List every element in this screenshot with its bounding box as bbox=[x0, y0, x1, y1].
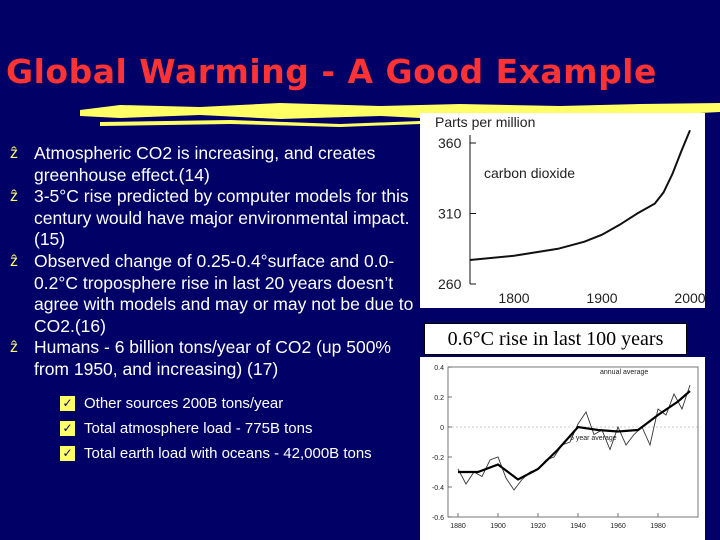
co2-chart-panel: Parts per million carbon dioxide 360 310 2… bbox=[420, 113, 705, 308]
yellow-brush-stroke bbox=[80, 103, 720, 127]
co2-y-tick-label: 260 bbox=[438, 276, 462, 292]
z-bullet-icon: ẑ bbox=[10, 145, 18, 162]
temperature-x-tick-label: 1980 bbox=[650, 523, 666, 530]
co2-chart-title: Parts per million bbox=[435, 114, 535, 130]
bullet-item: ẑ Atmospheric CO2 is increasing, and crea… bbox=[8, 143, 428, 186]
bullet-item: ẑ 3-5°C rise predicted by computer models… bbox=[8, 186, 428, 251]
temperature-x-tick-label: 1880 bbox=[450, 523, 466, 530]
temperature-y-tick-label: -0.4 bbox=[432, 485, 444, 492]
co2-y-tick-label: 310 bbox=[438, 206, 462, 222]
temperature-y-tick-label: -0.6 bbox=[432, 515, 444, 522]
sub-bullet-item: ✓ Total atmosphere load - 775B tons bbox=[34, 416, 428, 441]
checkmark-icon: ✓ bbox=[60, 445, 75, 461]
temperature-y-tick-label: 0.2 bbox=[434, 395, 444, 402]
z-bullet-icon: ẑ bbox=[10, 252, 18, 270]
sub-bullet-text: Other sources 200B tons/year bbox=[84, 394, 284, 412]
temperature-chart-panel: 0.4 0.2 0 -0.2 -0.4 -0.6 1880 1900 1920 1940 1960 1… bbox=[420, 357, 705, 540]
slide-title: Global Warming - A Good Example bbox=[6, 52, 657, 91]
co2-chart: Parts per million carbon dioxide 360 310 2… bbox=[435, 114, 705, 306]
bullet-list: ẑ Atmospheric CO2 is increasing, and crea… bbox=[8, 143, 428, 466]
temperature-y-tick-label: 0 bbox=[440, 425, 444, 432]
sub-bullet-list: ✓ Other sources 200B tons/year ✓ Total atm… bbox=[34, 391, 428, 466]
checkmark-icon: ✓ bbox=[60, 420, 75, 436]
sub-bullet-text: Total earth load with oceans - 42,000B t… bbox=[84, 444, 372, 462]
temperature-x-tick-label: 1920 bbox=[530, 523, 546, 530]
z-bullet-icon: ẑ bbox=[10, 188, 18, 206]
five-year-average-line bbox=[458, 390, 691, 481]
co2-x-tick-label: 2000 bbox=[674, 290, 705, 306]
temperature-y-tick-label: -0.2 bbox=[432, 455, 444, 462]
sub-bullet-text: Total atmosphere load - 775B tons bbox=[84, 419, 313, 437]
co2-y-tick-label: 360 bbox=[438, 135, 462, 151]
bullet-text: Atmospheric CO2 is increasing, and creat… bbox=[34, 143, 376, 185]
sub-bullet-item: ✓ Other sources 200B tons/year bbox=[34, 391, 428, 416]
five-year-average-label: 5 year average bbox=[570, 435, 617, 442]
temperature-x-tick-label: 1900 bbox=[490, 523, 506, 530]
temperature-chart: 0.4 0.2 0 -0.2 -0.4 -0.6 1880 1900 1920 1940 1960 1… bbox=[432, 365, 699, 530]
co2-series-label: carbon dioxide bbox=[484, 165, 575, 181]
bullet-text: Humans - 6 billion tons/year of CO2 (up … bbox=[34, 337, 391, 379]
z-bullet-icon: ẑ bbox=[10, 339, 18, 357]
checkmark-icon: ✓ bbox=[60, 395, 75, 411]
bullet-text: 3-5°C rise predicted by computer models … bbox=[34, 186, 410, 250]
sub-bullet-item: ✓ Total earth load with oceans - 42,000B … bbox=[34, 441, 428, 466]
temperature-y-tick-label: 0.4 bbox=[434, 365, 444, 372]
co2-x-tick-label: 1800 bbox=[498, 290, 529, 306]
annual-average-label: annual average bbox=[600, 369, 648, 376]
temperature-x-tick-label: 1960 bbox=[610, 523, 626, 530]
temperature-x-tick-label: 1940 bbox=[570, 523, 586, 530]
co2-series-line bbox=[469, 129, 691, 261]
co2-x-tick-label: 1900 bbox=[586, 290, 617, 306]
bullet-item: ẑ Humans - 6 billion tons/year of CO2 (up… bbox=[8, 337, 428, 465]
bullet-item: ẑ Observed change of 0.25-0.4°surface and… bbox=[8, 251, 428, 337]
temperature-caption: 0.6°C rise in last 100 years bbox=[424, 323, 687, 355]
bullet-text: Observed change of 0.25-0.4°surface and … bbox=[34, 250, 414, 336]
temperature-plot-frame bbox=[447, 366, 699, 518]
